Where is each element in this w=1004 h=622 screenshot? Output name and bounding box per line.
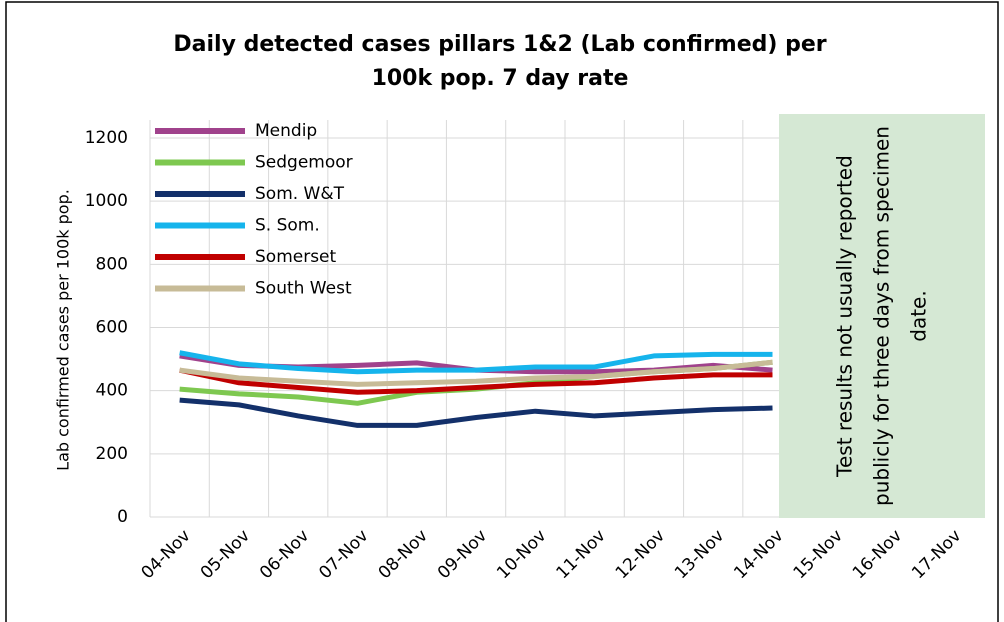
legend-label: Mendip bbox=[255, 121, 317, 141]
x-tick-label: 17-Nov bbox=[908, 526, 965, 583]
x-tick-label: 13-Nov bbox=[671, 526, 728, 583]
legend-label: Sedgemoor bbox=[255, 153, 353, 173]
y-tick-label: 600 bbox=[96, 318, 128, 338]
y-axis-label: Lab confirmed cases per 100k pop. bbox=[54, 189, 73, 471]
x-tick-label: 16-Nov bbox=[849, 526, 906, 583]
chart-title: Daily detected cases pillars 1&2 (Lab co… bbox=[173, 32, 827, 91]
annotation: Test results not usually reported public… bbox=[832, 126, 931, 506]
y-tick-label: 200 bbox=[96, 444, 128, 464]
legend-label: South West bbox=[255, 279, 352, 299]
x-tick-label: 15-Nov bbox=[790, 526, 847, 583]
annotation-box: Test results not usually reported public… bbox=[779, 114, 985, 518]
legend-label: Som. W&T bbox=[255, 184, 345, 204]
x-tick-label: 09-Nov bbox=[434, 526, 491, 583]
y-tick-label: 1200 bbox=[85, 128, 128, 148]
series-line bbox=[179, 359, 773, 387]
x-tick-label: 10-Nov bbox=[493, 526, 550, 583]
series-line bbox=[179, 367, 773, 395]
series-line bbox=[179, 350, 773, 375]
series-line bbox=[179, 397, 773, 428]
y-tick-label: 400 bbox=[96, 381, 128, 401]
x-tick-label: 11-Nov bbox=[552, 526, 609, 583]
x-tick-label: 04-Nov bbox=[137, 526, 194, 583]
y-tick-label: 1000 bbox=[85, 191, 128, 211]
y-tick-label: 800 bbox=[96, 254, 128, 274]
y-tick-label: 0 bbox=[117, 507, 128, 527]
legend-label: Somerset bbox=[255, 247, 337, 267]
x-tick-label: 07-Nov bbox=[315, 526, 372, 583]
x-tick-label: 06-Nov bbox=[256, 526, 313, 583]
x-tick-label: 14-Nov bbox=[730, 526, 787, 583]
chart-border bbox=[5, 1, 999, 622]
legend-label: S. Som. bbox=[255, 216, 320, 236]
x-tick-label: 12-Nov bbox=[612, 526, 669, 583]
x-tick-label: 05-Nov bbox=[197, 526, 254, 583]
x-tick-label: 08-Nov bbox=[375, 526, 432, 583]
